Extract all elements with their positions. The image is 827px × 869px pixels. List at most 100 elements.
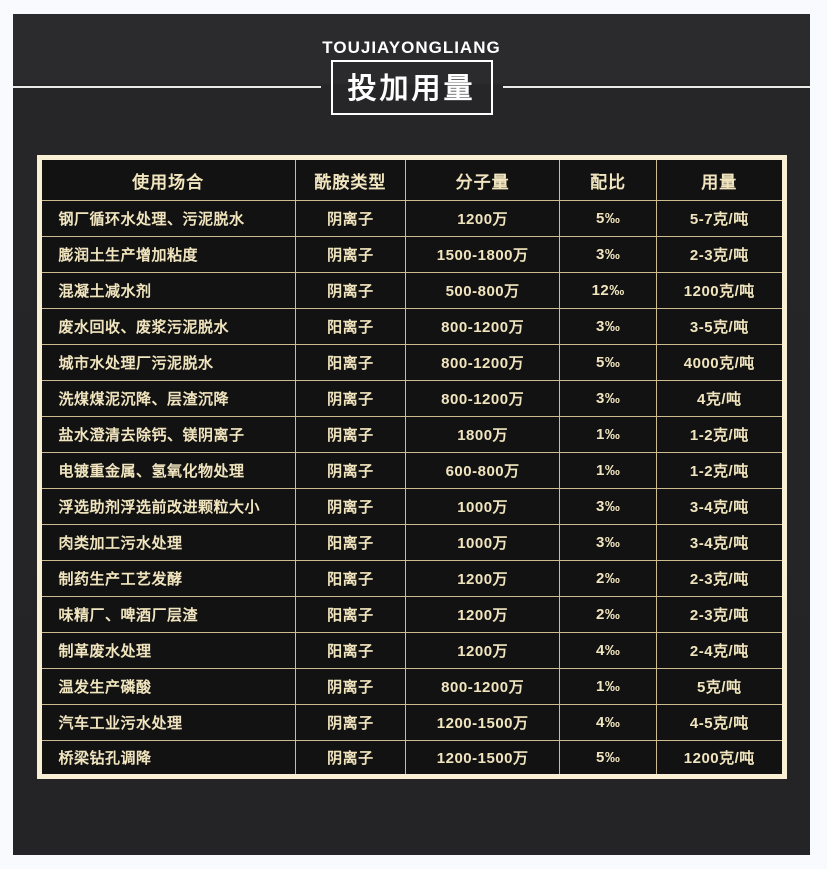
table-body: 钢厂循环水处理、污泥脱水 阴离子 1200万 5‰ 5-7克/吨 膨润土生产增加粘度 阴离子…	[38, 200, 785, 777]
cell-ratio: 1‰	[559, 668, 658, 705]
decorative-line-left	[13, 86, 321, 88]
cell-amide_type: 阴离子	[294, 740, 407, 777]
cell-molecular_weight: 800-1200万	[405, 668, 561, 705]
cell-molecular_weight: 1800万	[405, 416, 561, 453]
cell-dosage: 3-5克/吨	[656, 308, 785, 345]
cell-usage: 钢厂循环水处理、污泥脱水	[38, 200, 296, 237]
cell-usage: 肉类加工污水处理	[38, 524, 296, 561]
table-row: 电镀重金属、氢氧化物处理 阴离子 600-800万 1‰ 1-2克/吨	[38, 452, 785, 489]
cell-molecular_weight: 1200万	[405, 200, 561, 237]
table-row: 温发生产磷酸 阴离子 800-1200万 1‰ 5克/吨	[38, 668, 785, 705]
cell-dosage: 4-5克/吨	[656, 704, 785, 741]
cell-usage: 废水回收、废浆污泥脱水	[38, 308, 296, 345]
table-row: 制药生产工艺发酵 阳离子 1200万 2‰ 2-3克/吨	[38, 560, 785, 597]
cell-ratio: 3‰	[559, 488, 658, 525]
cell-dosage: 1-2克/吨	[656, 452, 785, 489]
cell-dosage: 2-3克/吨	[656, 560, 785, 597]
dosage-table: 使用场合 酰胺类型 分子量 配比 用量 钢厂循环水处理、污泥脱水 阴离子 1200万 5‰ 5-…	[36, 155, 787, 779]
cell-usage: 浮选助剂浮选前改进颗粒大小	[38, 488, 296, 525]
column-header: 配比	[559, 157, 658, 201]
cell-amide_type: 阴离子	[294, 200, 407, 237]
cell-dosage: 2-3克/吨	[656, 236, 785, 273]
dark-panel: TOUJIAYONGLIANG 投加用量 使用场合 酰胺类型 分子量 配比 用量 钢厂循…	[13, 14, 811, 855]
cell-usage: 制药生产工艺发酵	[38, 560, 296, 597]
table-header-row: 使用场合 酰胺类型 分子量 配比 用量	[38, 157, 785, 201]
cell-molecular_weight: 800-1200万	[405, 308, 561, 345]
cell-ratio: 12‰	[559, 272, 658, 309]
cell-usage: 电镀重金属、氢氧化物处理	[38, 452, 296, 489]
decorative-line-right	[502, 86, 811, 88]
cell-dosage: 2-4克/吨	[656, 632, 785, 669]
cell-molecular_weight: 500-800万	[405, 272, 561, 309]
cell-molecular_weight: 1200万	[405, 596, 561, 633]
cell-ratio: 5‰	[559, 344, 658, 381]
cell-molecular_weight: 1000万	[405, 488, 561, 525]
cell-dosage: 3-4克/吨	[656, 488, 785, 525]
cell-usage: 盐水澄清去除钙、镁阴离子	[38, 416, 296, 453]
table-row: 洗煤煤泥沉降、层渣沉降 阴离子 800-1200万 3‰ 4克/吨	[38, 380, 785, 417]
cell-ratio: 3‰	[559, 524, 658, 561]
cell-amide_type: 阳离子	[294, 596, 407, 633]
cell-usage: 混凝土减水剂	[38, 272, 296, 309]
cell-amide_type: 阴离子	[294, 668, 407, 705]
cell-amide_type: 阳离子	[294, 344, 407, 381]
cell-amide_type: 阴离子	[294, 272, 407, 309]
table-row: 桥梁钻孔调降 阴离子 1200-1500万 5‰ 1200克/吨	[38, 740, 785, 777]
table-row: 制革废水处理 阳离子 1200万 4‰ 2-4克/吨	[38, 632, 785, 669]
cell-dosage: 2-3克/吨	[656, 596, 785, 633]
page-title-text: 投加用量	[347, 72, 476, 105]
column-header: 酰胺类型	[294, 157, 407, 201]
column-header: 使用场合	[38, 157, 296, 201]
cell-amide_type: 阳离子	[294, 632, 407, 669]
cell-ratio: 3‰	[559, 380, 658, 417]
table-row: 肉类加工污水处理 阳离子 1000万 3‰ 3-4克/吨	[38, 524, 785, 561]
cell-dosage: 1200克/吨	[656, 272, 785, 309]
cell-ratio: 1‰	[559, 416, 658, 453]
cell-ratio: 3‰	[559, 308, 658, 345]
cell-usage: 汽车工业污水处理	[38, 704, 296, 741]
cell-usage: 膨润土生产增加粘度	[38, 236, 296, 273]
table-row: 混凝土减水剂 阴离子 500-800万 12‰ 1200克/吨	[38, 272, 785, 309]
cell-amide_type: 阳离子	[294, 308, 407, 345]
cell-amide_type: 阴离子	[294, 704, 407, 741]
cell-usage: 味精厂、啤酒厂层渣	[38, 596, 296, 633]
cell-amide_type: 阴离子	[294, 380, 407, 417]
table-row: 膨润土生产增加粘度 阴离子 1500-1800万 3‰ 2-3克/吨	[38, 236, 785, 273]
table-row: 城市水处理厂污泥脱水 阳离子 800-1200万 5‰ 4000克/吨	[38, 344, 785, 381]
column-header: 分子量	[405, 157, 561, 201]
title-row: 投加用量	[13, 59, 811, 115]
cell-amide_type: 阴离子	[294, 488, 407, 525]
cell-ratio: 2‰	[559, 596, 658, 633]
cell-ratio: 4‰	[559, 704, 658, 741]
cell-molecular_weight: 1200万	[405, 632, 561, 669]
cell-molecular_weight: 1500-1800万	[405, 236, 561, 273]
cell-ratio: 3‰	[559, 236, 658, 273]
cell-molecular_weight: 800-1200万	[405, 380, 561, 417]
cell-ratio: 4‰	[559, 632, 658, 669]
table-row: 盐水澄清去除钙、镁阴离子 阴离子 1800万 1‰ 1-2克/吨	[38, 416, 785, 453]
cell-dosage: 4000克/吨	[656, 344, 785, 381]
cell-molecular_weight: 1200-1500万	[405, 740, 561, 777]
cell-molecular_weight: 1200-1500万	[405, 704, 561, 741]
cell-molecular_weight: 1000万	[405, 524, 561, 561]
cell-ratio: 5‰	[559, 740, 658, 777]
cell-dosage: 4克/吨	[656, 380, 785, 417]
cell-dosage: 1200克/吨	[656, 740, 785, 777]
brand-text: TOUJIAYONGLIANG	[322, 38, 501, 57]
cell-usage: 洗煤煤泥沉降、层渣沉降	[38, 380, 296, 417]
cell-ratio: 5‰	[559, 200, 658, 237]
cell-dosage: 3-4克/吨	[656, 524, 785, 561]
cell-usage: 城市水处理厂污泥脱水	[38, 344, 296, 381]
table-row: 味精厂、啤酒厂层渣 阳离子 1200万 2‰ 2-3克/吨	[38, 596, 785, 633]
cell-molecular_weight: 1200万	[405, 560, 561, 597]
cell-amide_type: 阴离子	[294, 452, 407, 489]
cell-usage: 桥梁钻孔调降	[38, 740, 296, 777]
cell-molecular_weight: 600-800万	[405, 452, 561, 489]
table-row: 钢厂循环水处理、污泥脱水 阴离子 1200万 5‰ 5-7克/吨	[38, 200, 785, 237]
cell-dosage: 5-7克/吨	[656, 200, 785, 237]
cell-usage: 温发生产磷酸	[38, 668, 296, 705]
page-title: 投加用量	[330, 59, 493, 115]
cell-usage: 制革废水处理	[38, 632, 296, 669]
table-row: 浮选助剂浮选前改进颗粒大小 阴离子 1000万 3‰ 3-4克/吨	[38, 488, 785, 525]
